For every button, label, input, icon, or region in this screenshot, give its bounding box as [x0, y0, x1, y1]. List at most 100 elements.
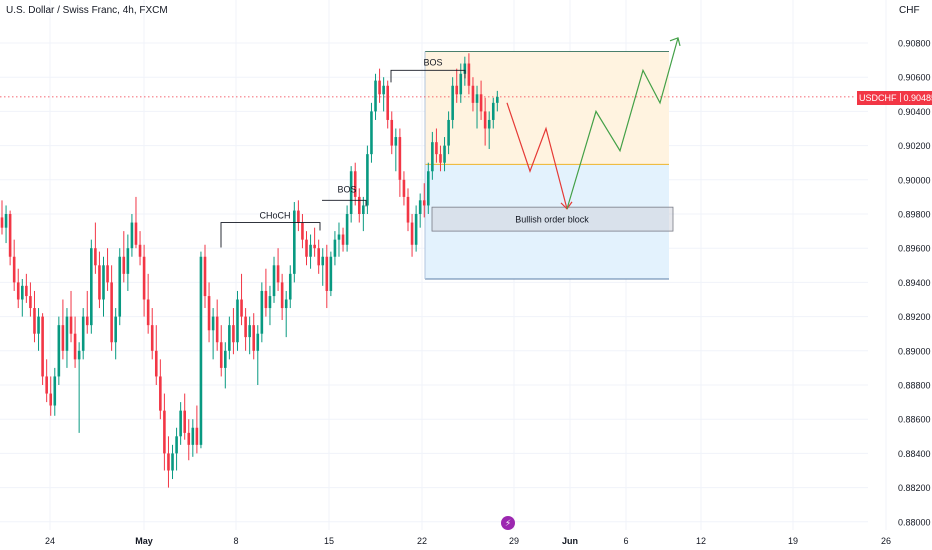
candle: [53, 367, 57, 416]
candle-body: [341, 234, 345, 245]
candle: [260, 282, 264, 343]
x-tick-label: 8: [233, 536, 238, 546]
candle-body: [422, 200, 426, 206]
candles: [0, 53, 499, 488]
candle-body: [463, 63, 467, 74]
candle: [366, 145, 369, 214]
candle-body: [61, 325, 65, 351]
candle: [69, 290, 73, 343]
candle: [4, 205, 8, 244]
candle: [150, 308, 154, 360]
candle-body: [487, 119, 491, 129]
candle-body: [215, 316, 219, 343]
candle-body: [479, 94, 483, 112]
candle: [195, 405, 199, 454]
candle-body: [309, 244, 312, 257]
currency-label: CHF: [899, 5, 920, 16]
time-axis[interactable]: 24 May 8 15 22 29 Jun 6 12 19 26: [45, 536, 891, 546]
candle: [293, 202, 296, 283]
projection-up-path: [566, 37, 679, 210]
candle-body: [183, 410, 186, 433]
candle-body: [150, 325, 154, 351]
candle-body: [370, 111, 373, 155]
candle: [297, 200, 300, 232]
candle-body: [451, 85, 454, 120]
candle-body: [134, 222, 138, 245]
projections: [506, 37, 681, 210]
y-tick-label: 0.89400: [898, 278, 931, 288]
price-tag-symbol: USDCHF: [859, 93, 897, 103]
y-tick-label: 0.88600: [898, 415, 931, 425]
y-tick-label: 0.88200: [898, 483, 931, 493]
candle: [382, 77, 385, 112]
candle-body: [33, 308, 36, 334]
candle-body: [224, 350, 227, 368]
candle: [390, 111, 394, 155]
lightning-icon[interactable]: ⚡: [501, 516, 515, 530]
candle: [496, 90, 499, 112]
candle: [313, 227, 316, 257]
candle-body: [175, 436, 178, 454]
candle-body: [122, 256, 126, 274]
candle: [138, 231, 142, 266]
candle-body: [25, 285, 28, 297]
order-block-label: Bullish order block: [515, 215, 589, 225]
candle: [447, 111, 450, 155]
candle-body: [57, 325, 61, 377]
candle: [215, 299, 219, 351]
candle-body: [85, 316, 89, 326]
y-tick-label: 0.90400: [898, 107, 931, 117]
candle: [410, 214, 414, 257]
candle: [114, 308, 117, 360]
candle: [45, 359, 48, 403]
y-tick-label: 0.88400: [898, 449, 931, 459]
candle-body: [187, 432, 191, 445]
candle-body: [264, 290, 268, 309]
candle: [244, 308, 247, 351]
candle: [353, 162, 357, 206]
candle: [337, 222, 341, 257]
candle: [414, 205, 418, 252]
candle: [0, 200, 4, 235]
candle: [394, 128, 398, 172]
candle-body: [0, 217, 4, 228]
candle: [272, 256, 276, 303]
candle: [25, 273, 28, 303]
chart-grid: [0, 0, 887, 530]
candle-body: [29, 296, 32, 309]
candle-body: [317, 248, 320, 266]
structure-annotations: CHoCH BOS BOS: [220, 57, 466, 248]
candle-body: [203, 256, 207, 297]
candle-body: [45, 376, 48, 394]
bos-line-2: [390, 69, 466, 83]
price-tag-value: 0.90485: [903, 93, 932, 103]
candle-body: [159, 376, 162, 411]
y-tick-label: 0.88000: [898, 517, 931, 527]
candle-body: [65, 316, 69, 351]
candle-body: [353, 171, 357, 197]
candle: [175, 427, 178, 471]
candle-body: [321, 256, 325, 266]
y-tick-label: 0.89800: [898, 210, 931, 220]
candle: [357, 188, 361, 223]
price-axis[interactable]: 0.90800 0.90600 0.90400 0.90200 0.90000 0.898…: [898, 39, 931, 528]
candle-body: [288, 273, 292, 300]
candle-body: [163, 410, 166, 454]
candle: [268, 285, 272, 326]
candle-body: [73, 333, 77, 360]
candle: [224, 342, 227, 389]
candle-body: [467, 63, 471, 86]
candle: [386, 80, 389, 129]
candle-body: [418, 200, 422, 214]
candle-body: [276, 265, 280, 283]
bullish-order-block[interactable]: [431, 206, 674, 232]
candle-body: [167, 453, 170, 471]
candle-body: [333, 239, 337, 257]
candle: [85, 290, 89, 334]
candle-body: [106, 265, 109, 283]
candle-body: [154, 350, 158, 377]
candle-body: [280, 282, 284, 309]
candle: [240, 273, 243, 326]
x-tick-label: 26: [881, 536, 891, 546]
